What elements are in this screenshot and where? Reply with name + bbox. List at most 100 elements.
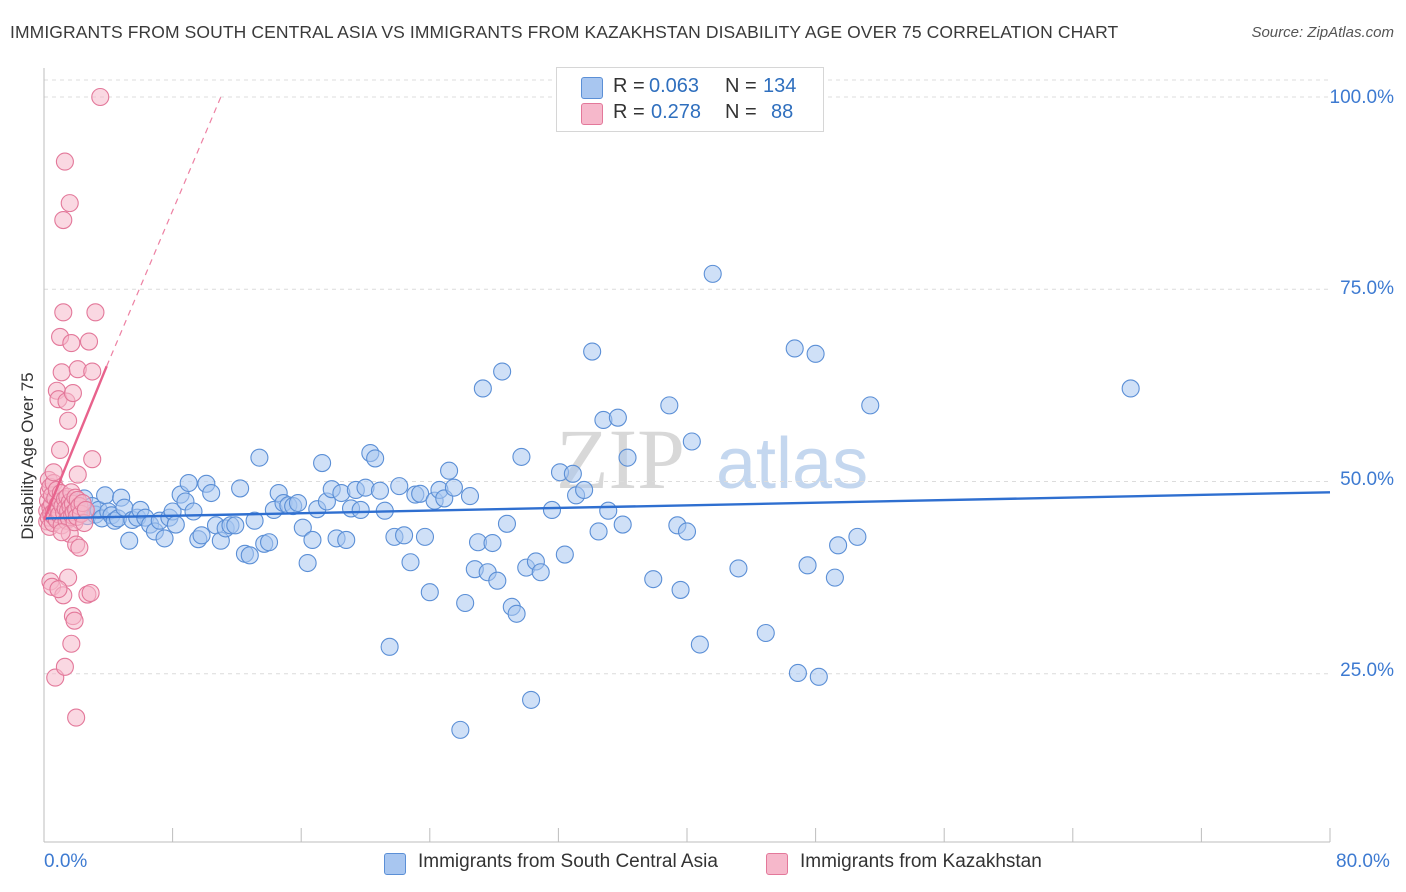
data-point-south-central-asia [806,344,825,363]
data-point-south-central-asia [298,553,317,573]
legend-n-label: N = [725,101,757,123]
data-point-south-central-asia [1121,379,1140,398]
data-point-south-central-asia [756,623,775,643]
data-point-south-central-asia [608,408,627,427]
y-tick-label: 50.0% [1340,469,1394,490]
legend-n-value: 88 [771,101,794,123]
data-point-kazakhstan [76,500,95,520]
data-point-kazakhstan [86,303,105,322]
data-point-south-central-asia [473,379,492,398]
data-point-south-central-asia [542,500,562,520]
data-point-south-central-asia [231,479,250,498]
data-point-kazakhstan [62,634,81,653]
data-point-south-central-asia [451,720,470,739]
legend-r-value: 0.278 [651,101,702,123]
data-point-kazakhstan [65,611,84,630]
data-point-south-central-asia [690,635,709,654]
data-point-south-central-asia [179,473,198,493]
legend-r-value: 0.063 [649,75,700,97]
data-point-kazakhstan [55,152,74,171]
y-tick-label: 100.0% [1329,87,1394,108]
data-point-south-central-asia [155,529,174,548]
x-tick-label: 0.0% [44,851,88,872]
data-point-south-central-asia [351,500,370,520]
data-point-south-central-asia [848,527,867,546]
data-point-south-central-asia [366,449,385,468]
data-point-south-central-asia [259,533,279,552]
data-point-kazakhstan [52,523,71,542]
legend-n-label: N = [725,75,757,97]
data-point-kazakhstan [59,568,78,587]
data-point-south-central-asia [250,448,269,467]
data-point-south-central-asia [493,362,512,381]
trend-lines [42,96,1331,521]
data-point-south-central-asia [245,511,264,530]
data-point-south-central-asia [202,483,221,503]
legend-swatch-pink [766,853,788,875]
watermark-atlas: atlas [716,424,868,504]
data-point-south-central-asia [415,527,435,546]
data-point-south-central-asia [531,563,550,582]
data-point-south-central-asia [293,518,312,537]
y-axis-label: Disability Age Over 75 [18,372,37,540]
data-point-south-central-asia [861,396,880,415]
data-point-kazakhstan [83,362,102,381]
data-point-south-central-asia [613,515,632,534]
data-point-south-central-asia [677,522,697,541]
data-point-kazakhstan [44,463,63,482]
data-point-south-central-asia [589,522,608,541]
data-point-kazakhstan [59,411,78,430]
data-point-kazakhstan [52,363,71,382]
data-point-south-central-asia [240,546,259,565]
data-point-south-central-asia [226,516,245,535]
data-point-south-central-asia [575,480,594,500]
data-point-south-central-asia [456,593,475,613]
series-south-central-asia [51,264,1140,739]
data-point-south-central-asia [303,530,322,549]
trend-line-south-central-asia [43,491,1331,520]
data-point-south-central-asia [395,526,414,545]
data-point-south-central-asia [507,604,526,623]
data-point-south-central-asia [96,486,115,505]
data-point-south-central-asia [825,568,844,587]
data-point-kazakhstan [51,440,70,460]
data-point-kazakhstan [81,583,100,603]
trend-line-kazakhstan [42,365,108,521]
data-point-south-central-asia [370,481,390,500]
data-point-south-central-asia [671,580,690,599]
data-point-kazakhstan [68,465,87,484]
data-point-kazakhstan [49,580,68,599]
legend-r-label: R = [613,101,645,123]
data-point-south-central-asia [390,477,409,496]
y-tick-label: 25.0% [1340,660,1394,681]
chart-title: IMMIGRANTS FROM SOUTH CENTRAL ASIA VS IM… [10,22,1119,42]
data-point-kazakhstan [54,303,73,322]
data-point-south-central-asia [380,637,399,656]
data-point-kazakhstan [60,194,79,213]
data-point-south-central-asia [599,501,618,520]
data-point-south-central-asia [488,571,507,590]
data-point-south-central-asia [411,484,430,503]
data-point-south-central-asia [184,502,203,521]
data-point-south-central-asia [166,515,185,534]
data-point-south-central-asia [497,514,517,533]
data-point-kazakhstan [79,332,99,351]
data-point-south-central-asia [313,453,332,473]
data-point-south-central-asia [644,570,663,589]
data-point-south-central-asia [401,553,420,572]
data-point-kazakhstan [83,450,102,469]
data-point-south-central-asia [483,533,502,553]
data-point-south-central-asia [729,559,748,578]
axes [43,68,1331,843]
data-point-kazakhstan [62,334,81,353]
data-point-south-central-asia [288,493,308,513]
data-point-kazakhstan [55,657,74,676]
x-tick-label: 80.0% [1336,851,1390,872]
data-point-south-central-asia [809,667,828,686]
source-label: Source: ZipAtlas.com [1251,24,1394,41]
data-point-south-central-asia [337,530,356,549]
data-point-south-central-asia [583,342,602,361]
legend-r-label: R = [613,75,645,97]
data-point-south-central-asia [420,583,439,602]
